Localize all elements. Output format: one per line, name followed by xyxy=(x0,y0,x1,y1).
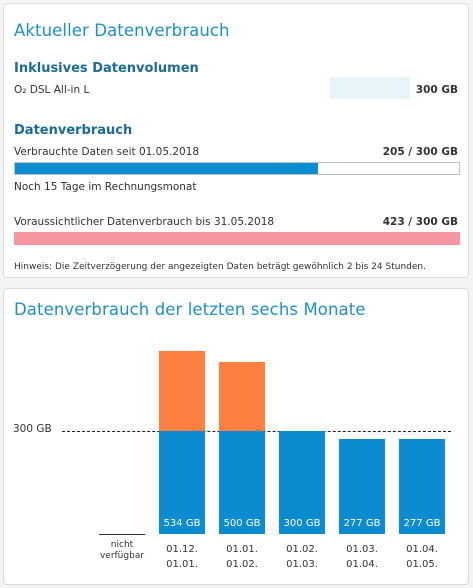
tick-label-line: nicht xyxy=(110,540,134,550)
used-data-bar xyxy=(14,162,460,175)
history-panel-title: Datenverbrauch der letzten sechs Monate xyxy=(14,300,366,319)
tick-label-line: 01.04. xyxy=(406,544,438,555)
x-tick-label: nicht verfügbar xyxy=(99,540,145,562)
bar-value-label: 534 GB xyxy=(163,518,201,529)
bar-value-label: 500 GB xyxy=(223,518,261,529)
x-tick-label: 01.12. 01.01. xyxy=(159,542,205,572)
tick-label-line: 01.03. xyxy=(346,544,378,555)
bar-within-limit xyxy=(219,431,265,534)
bar-within-limit xyxy=(279,431,325,534)
plan-name: O₂ DSL All-in L xyxy=(14,84,90,96)
bar-within-limit xyxy=(159,431,205,534)
forecast-label: Voraussichtlicher Datenverbrauch bis 31.… xyxy=(14,216,275,228)
tick-label-line: 01.01. xyxy=(166,559,198,570)
bar-value-label: 277 GB xyxy=(343,518,381,529)
used-data-label: Verbrauchte Daten seit 01.05.2018 xyxy=(14,146,200,158)
unavailable-bar-placeholder xyxy=(99,534,145,535)
bar-value-label: 277 GB xyxy=(403,518,441,529)
faded-action-button[interactable] xyxy=(330,77,410,99)
usage-history-chart: 300 GB nicht verfügbar 534 GB 01.12. 01.01. 50… xyxy=(4,289,468,584)
bar-over-limit xyxy=(159,350,205,431)
reference-line-label: 300 GB xyxy=(13,423,52,435)
used-data-bar-fill xyxy=(15,163,319,174)
used-data-value: 205 / 300 GB xyxy=(382,146,458,158)
tick-label-line: 01.12. xyxy=(166,544,198,555)
plan-volume: 300 GB xyxy=(415,84,458,96)
tick-label-line: verfügbar xyxy=(99,551,145,561)
bar-within-limit xyxy=(339,438,385,534)
bar-within-limit xyxy=(399,438,445,534)
inclusive-volume-heading: Inklusives Datenvolumen xyxy=(14,61,199,76)
x-tick-label: 01.03. 01.04. xyxy=(339,542,385,572)
bar-over-limit xyxy=(219,362,265,431)
x-tick-label: 01.02. 01.03. xyxy=(279,542,325,572)
history-panel: Datenverbrauch der letzten sechs Monate … xyxy=(3,288,469,585)
consumption-heading: Datenverbrauch xyxy=(14,123,133,138)
usage-panel-title: Aktueller Datenverbrauch xyxy=(14,21,230,40)
tick-label-line: 01.01. xyxy=(226,544,258,555)
forecast-value: 423 / 300 GB xyxy=(382,216,458,228)
tick-label-line: 01.04. xyxy=(346,559,378,570)
delay-hint: Hinweis: Die Zeitverzögerung der angezei… xyxy=(14,262,426,272)
x-tick-label: 01.01. 01.02. xyxy=(219,542,265,572)
tick-label-line: 01.02. xyxy=(226,559,258,570)
tick-label-line: 01.05. xyxy=(406,559,438,570)
forecast-bar xyxy=(14,232,460,245)
bar-value-label: 300 GB xyxy=(283,518,321,529)
tick-label-line: 01.03. xyxy=(286,559,318,570)
current-usage-panel: Aktueller Datenverbrauch Inklusives Date… xyxy=(3,3,469,278)
days-remaining-text: Noch 15 Tage im Rechnungsmonat xyxy=(14,181,197,193)
x-tick-label: 01.04. 01.05. xyxy=(399,542,445,572)
forecast-bar-fill xyxy=(15,233,459,244)
tick-label-line: 01.02. xyxy=(286,544,318,555)
